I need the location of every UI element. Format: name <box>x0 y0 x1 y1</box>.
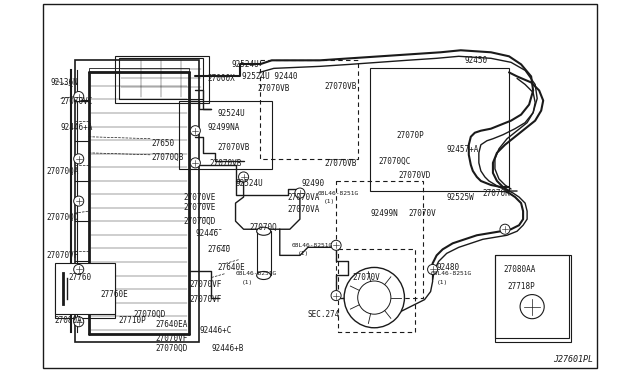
Text: 27070QD: 27070QD <box>155 344 188 353</box>
Text: 92524U 92440: 92524U 92440 <box>241 73 297 81</box>
Bar <box>371 68 509 191</box>
Bar <box>75 60 199 342</box>
Text: 27718P: 27718P <box>507 282 535 291</box>
Text: 27080A: 27080A <box>54 316 83 325</box>
Circle shape <box>428 264 438 275</box>
Bar <box>119 58 204 99</box>
Text: 27070VD: 27070VD <box>399 171 431 180</box>
Text: J27601PL: J27601PL <box>554 355 593 364</box>
Text: 27650: 27650 <box>151 139 174 148</box>
Text: 27070VB: 27070VB <box>324 159 356 168</box>
Circle shape <box>74 317 84 327</box>
Text: 27070VF: 27070VF <box>47 251 79 260</box>
Text: 27640: 27640 <box>207 245 230 254</box>
Text: 92525W: 92525W <box>447 193 474 202</box>
Circle shape <box>190 158 200 168</box>
Text: 92524U: 92524U <box>236 179 263 188</box>
Text: 08L46-8251G: 08L46-8251G <box>431 272 472 276</box>
Text: 27070QD: 27070QD <box>133 310 165 319</box>
Text: 27640E: 27640E <box>218 263 245 272</box>
Text: (1): (1) <box>436 279 448 285</box>
Circle shape <box>344 267 404 328</box>
Circle shape <box>331 240 341 250</box>
Text: 92136N: 92136N <box>51 78 78 87</box>
Text: SEC.274: SEC.274 <box>308 310 340 319</box>
Bar <box>338 249 415 332</box>
Text: 92499NA: 92499NA <box>207 123 240 132</box>
Text: 27070VB: 27070VB <box>218 143 250 152</box>
Text: 27070VB: 27070VB <box>258 84 290 93</box>
Text: 27070VF: 27070VF <box>189 295 221 304</box>
Text: (1): (1) <box>324 199 335 204</box>
Text: 92446+B: 92446+B <box>211 344 244 353</box>
Text: 27070V: 27070V <box>408 209 436 218</box>
Text: 27760E: 27760E <box>101 289 129 299</box>
Text: 27070QB: 27070QB <box>151 153 184 162</box>
Circle shape <box>74 196 84 206</box>
Bar <box>336 181 422 298</box>
Bar <box>54 267 115 318</box>
Circle shape <box>74 264 84 275</box>
Text: 08L46-8251G: 08L46-8251G <box>236 272 276 276</box>
Text: 27070VA: 27070VA <box>288 193 320 202</box>
Text: 27070QC: 27070QC <box>378 157 411 166</box>
Text: 92446+A: 92446+A <box>61 123 93 132</box>
Circle shape <box>500 224 510 234</box>
Circle shape <box>74 92 84 102</box>
Ellipse shape <box>257 272 271 279</box>
Text: 27070R: 27070R <box>483 189 511 198</box>
Text: 27640EA: 27640EA <box>155 320 188 329</box>
Text: 92457+A: 92457+A <box>447 145 479 154</box>
Text: 27070VB: 27070VB <box>324 83 356 92</box>
Text: 92446+C: 92446+C <box>199 326 232 335</box>
Text: 27070VE: 27070VE <box>183 203 216 212</box>
Text: 27070VF: 27070VF <box>155 334 188 343</box>
Text: 27000X: 27000X <box>207 74 235 83</box>
Text: 92480: 92480 <box>436 263 460 272</box>
Text: 27710P: 27710P <box>119 316 147 325</box>
Text: 27070QA: 27070QA <box>47 167 79 176</box>
Bar <box>89 68 189 334</box>
Ellipse shape <box>257 227 271 235</box>
Circle shape <box>74 154 84 164</box>
Bar <box>495 255 570 338</box>
Bar <box>179 100 272 169</box>
Text: 27070QD: 27070QD <box>183 217 216 226</box>
Circle shape <box>520 295 544 319</box>
Text: 27070VF: 27070VF <box>189 279 221 289</box>
Text: 08L46-8251G: 08L46-8251G <box>292 243 333 248</box>
Bar <box>495 255 572 342</box>
Bar <box>54 263 115 314</box>
Bar <box>260 60 358 159</box>
Circle shape <box>239 172 248 182</box>
Text: 27080AA: 27080AA <box>503 266 535 275</box>
Bar <box>115 56 209 103</box>
Text: 27070Q: 27070Q <box>250 223 277 232</box>
Text: 08L46-8251G: 08L46-8251G <box>318 191 359 196</box>
Bar <box>257 231 271 276</box>
Circle shape <box>190 126 200 136</box>
Text: 27070P: 27070P <box>396 131 424 140</box>
Text: 27760: 27760 <box>68 273 92 282</box>
Text: 92446: 92446 <box>195 229 218 238</box>
Text: 92524U: 92524U <box>232 60 259 69</box>
Text: 27070QD: 27070QD <box>47 213 79 222</box>
Text: 92524U: 92524U <box>218 109 245 118</box>
Text: 92450: 92450 <box>465 56 488 65</box>
Text: 27070V: 27070V <box>352 273 380 282</box>
Text: 92499N: 92499N <box>371 209 398 218</box>
Text: 27070VB: 27070VB <box>209 159 242 168</box>
Text: 27070VA: 27070VA <box>288 205 320 214</box>
Text: (1): (1) <box>241 279 253 285</box>
Text: (1): (1) <box>298 251 309 256</box>
Text: 27070VE: 27070VE <box>183 193 216 202</box>
Circle shape <box>358 281 391 314</box>
Circle shape <box>331 291 341 301</box>
Text: 92490: 92490 <box>302 179 325 188</box>
Circle shape <box>295 188 305 198</box>
Text: 27070VC: 27070VC <box>61 96 93 106</box>
